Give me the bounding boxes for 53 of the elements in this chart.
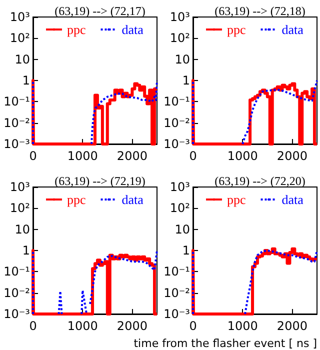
y-tick-label: 10⁻³ [4, 307, 30, 321]
y-tick-label: 10⁻³ [164, 137, 190, 151]
y-tick-label: 10⁻² [164, 116, 190, 130]
y-tick-label: 10⁻³ [164, 307, 190, 321]
x-tick-label: 2000 [276, 319, 308, 333]
x-tick-label: 1000 [227, 319, 258, 333]
y-tick-label: 10⁻² [164, 286, 190, 300]
y-tick-label: 1 [182, 244, 190, 258]
legend-label: data [122, 22, 144, 37]
y-tick-label: 10³ [10, 10, 30, 24]
chart-title: (63,19) --> (72,18) [214, 4, 306, 18]
x-tick-label: 0 [29, 149, 37, 163]
legend-label: data [282, 192, 304, 207]
y-tick-label: 10² [170, 31, 190, 46]
y-tick-label: 10 [14, 222, 30, 236]
y-tick-label: 10⁻² [4, 286, 30, 300]
x-tick-label: 0 [189, 319, 197, 333]
y-tick-label: 10² [10, 201, 30, 216]
legend-label: ppc [67, 192, 86, 207]
x-tick-label: 2000 [116, 149, 148, 163]
chart-title: (63,19) --> (72,19) [54, 174, 146, 188]
chart-title: (63,19) --> (72,20) [214, 174, 306, 188]
y-tick-label: 10⁻¹ [164, 94, 190, 109]
legend-label: data [282, 22, 304, 37]
y-tick-label: 10 [14, 52, 30, 66]
x-tick-label: 2000 [116, 319, 148, 333]
x-tick-label: 1000 [67, 319, 98, 333]
x-tick-label: 0 [189, 149, 197, 163]
y-tick-label: 10³ [170, 180, 190, 194]
x-axis-title: time from the flasher event [ ns ] [134, 337, 317, 350]
y-tick-label: 10⁻¹ [4, 94, 30, 109]
legend-label: ppc [227, 22, 246, 37]
y-tick-label: 1 [22, 74, 30, 88]
legend-label: data [122, 192, 144, 207]
y-tick-label: 1 [182, 74, 190, 88]
y-tick-label: 10 [174, 222, 190, 236]
y-tick-label: 1 [22, 244, 30, 258]
y-tick-label: 10² [10, 31, 30, 46]
y-tick-label: 10³ [170, 10, 190, 24]
y-tick-label: 10⁻² [4, 116, 30, 130]
x-tick-label: 1000 [67, 149, 98, 163]
y-tick-label: 10 [174, 52, 190, 66]
y-tick-label: 10² [170, 201, 190, 216]
x-tick-label: 1000 [227, 149, 258, 163]
y-tick-label: 10³ [10, 180, 30, 194]
chart-title: (63,19) --> (72,17) [54, 4, 146, 18]
legend-label: ppc [227, 192, 246, 207]
y-tick-label: 10⁻³ [4, 137, 30, 151]
x-tick-label: 0 [29, 319, 37, 333]
legend-label: ppc [67, 22, 86, 37]
x-tick-label: 2000 [276, 149, 308, 163]
y-tick-label: 10⁻¹ [164, 264, 190, 279]
y-tick-label: 10⁻¹ [4, 264, 30, 279]
